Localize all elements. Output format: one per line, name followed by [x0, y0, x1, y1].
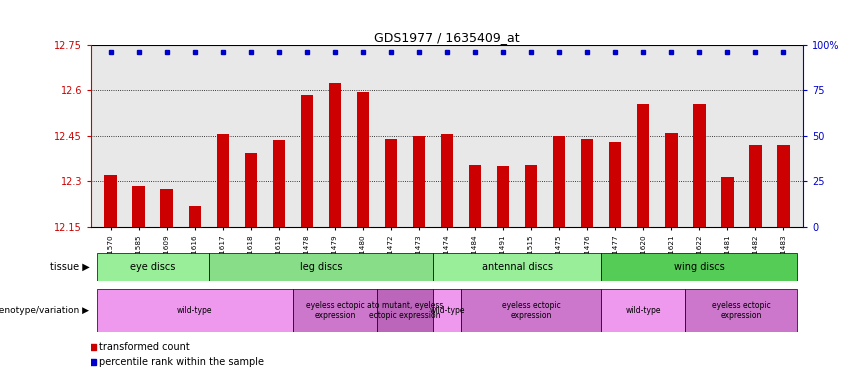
Bar: [96, 289, 293, 332]
Bar: [665, 133, 678, 227]
Bar: [749, 145, 761, 227]
Text: antennal discs: antennal discs: [482, 262, 553, 272]
Title: GDS1977 / 1635409_at: GDS1977 / 1635409_at: [374, 31, 520, 44]
Text: ato mutant, eyeless
ectopic expression: ato mutant, eyeless ectopic expression: [367, 301, 444, 320]
Bar: [300, 95, 313, 227]
Bar: [412, 136, 425, 227]
Bar: [777, 145, 790, 227]
Text: eyeless ectopic
expression: eyeless ectopic expression: [502, 301, 561, 320]
Bar: [433, 289, 461, 332]
Text: percentile rank within the sample: percentile rank within the sample: [99, 357, 264, 367]
Bar: [441, 134, 453, 227]
Bar: [685, 289, 798, 332]
Bar: [608, 142, 621, 227]
Bar: [377, 289, 433, 332]
Bar: [188, 206, 201, 227]
Bar: [357, 92, 369, 227]
Bar: [96, 253, 209, 281]
Bar: [245, 153, 257, 227]
Text: wild-type: wild-type: [430, 306, 464, 315]
Text: tissue ▶: tissue ▶: [49, 262, 89, 272]
Bar: [461, 289, 602, 332]
Text: wild-type: wild-type: [626, 306, 661, 315]
Text: genotype/variation ▶: genotype/variation ▶: [0, 306, 89, 315]
Bar: [693, 104, 706, 227]
Bar: [385, 139, 398, 227]
Text: wing discs: wing discs: [674, 262, 725, 272]
Bar: [496, 166, 510, 227]
Bar: [553, 136, 565, 227]
Bar: [637, 104, 649, 227]
Bar: [329, 83, 341, 227]
Bar: [216, 134, 229, 227]
Bar: [293, 289, 377, 332]
Bar: [433, 253, 602, 281]
Text: leg discs: leg discs: [299, 262, 342, 272]
Bar: [209, 253, 433, 281]
Bar: [721, 177, 733, 227]
Bar: [602, 253, 798, 281]
Text: transformed count: transformed count: [99, 342, 190, 352]
Bar: [602, 289, 685, 332]
Bar: [525, 165, 537, 227]
Text: eyeless ectopic
expression: eyeless ectopic expression: [712, 301, 771, 320]
Text: wild-type: wild-type: [177, 306, 213, 315]
Bar: [581, 139, 594, 227]
Text: eye discs: eye discs: [130, 262, 175, 272]
Text: eyeless ectopic
expression: eyeless ectopic expression: [306, 301, 365, 320]
Bar: [133, 186, 145, 227]
Bar: [469, 165, 482, 227]
Bar: [273, 141, 286, 227]
Bar: [104, 176, 117, 227]
Bar: [161, 189, 173, 227]
